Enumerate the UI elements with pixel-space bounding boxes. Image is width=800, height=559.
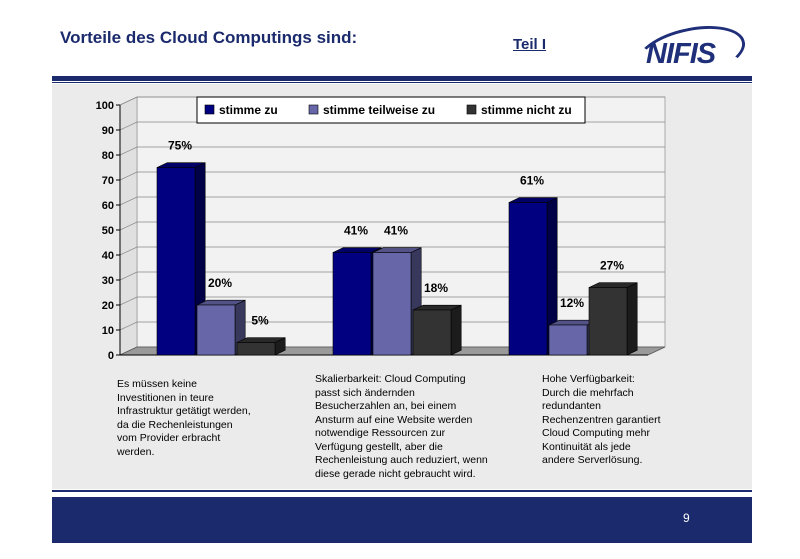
data-label: 18% <box>424 281 448 295</box>
y-tick-label: 20 <box>102 300 114 312</box>
y-tick-label: 100 <box>96 100 114 112</box>
legend-label: stimme teilweise zu <box>323 103 435 117</box>
data-label: 61% <box>520 174 544 188</box>
bar <box>372 252 412 356</box>
nifis-logo: NIFIS <box>632 17 750 89</box>
page-number: 9 <box>683 511 690 525</box>
bar <box>156 167 196 356</box>
legend-label: stimme zu <box>219 103 278 117</box>
data-label: 41% <box>344 224 368 238</box>
footer-rule <box>52 490 752 492</box>
gridline <box>119 246 665 256</box>
description-costs: Es müssen keine Investitionen in teure I… <box>117 378 251 458</box>
description-availability: Hohe Verfügbarkeit: Durch die mehrfach r… <box>542 373 661 466</box>
bar-side <box>626 282 638 356</box>
legend-label: stimme nicht zu <box>481 103 572 117</box>
y-tick-label: 0 <box>108 350 114 362</box>
bar <box>332 252 372 356</box>
gridline <box>119 196 665 206</box>
legend-swatch <box>308 104 319 115</box>
y-tick-label: 30 <box>102 275 114 287</box>
bar <box>508 202 548 356</box>
legend-swatch <box>204 104 215 115</box>
data-label: 41% <box>384 224 408 238</box>
header-rule-thin <box>52 82 752 83</box>
data-label: 27% <box>600 259 624 273</box>
gridline <box>119 271 665 281</box>
gridline <box>119 221 665 231</box>
y-tick-label: 60 <box>102 200 114 212</box>
logo-text: NIFIS <box>646 38 716 70</box>
bar <box>236 342 276 356</box>
y-tick-label: 90 <box>102 125 114 137</box>
footer-bar <box>52 497 752 543</box>
legend-box <box>196 96 586 124</box>
legend-swatch <box>466 104 477 115</box>
bar-side <box>450 304 462 356</box>
gridline <box>119 321 665 331</box>
gridline <box>119 146 665 156</box>
part-link[interactable]: Teil I <box>513 36 547 53</box>
bar <box>196 304 236 356</box>
y-tick-label: 70 <box>102 175 114 187</box>
bar <box>412 309 452 356</box>
y-tick-label: 10 <box>102 325 114 337</box>
bar <box>548 324 588 356</box>
data-label: 20% <box>208 276 232 290</box>
data-label: 12% <box>560 296 584 310</box>
y-tick-label: 50 <box>102 225 114 237</box>
y-tick-label: 40 <box>102 250 114 262</box>
y-tick-label: 80 <box>102 150 114 162</box>
data-label: 75% <box>168 139 192 153</box>
description-scalability: Skalierbarkeit: Cloud Computing passt si… <box>315 373 488 480</box>
slide-title: Vorteile des Cloud Computings sind: <box>60 28 358 47</box>
header-rule <box>52 76 752 81</box>
data-label: 5% <box>251 314 269 328</box>
gridline <box>119 296 665 306</box>
gridline <box>119 171 665 181</box>
bar <box>588 287 628 356</box>
